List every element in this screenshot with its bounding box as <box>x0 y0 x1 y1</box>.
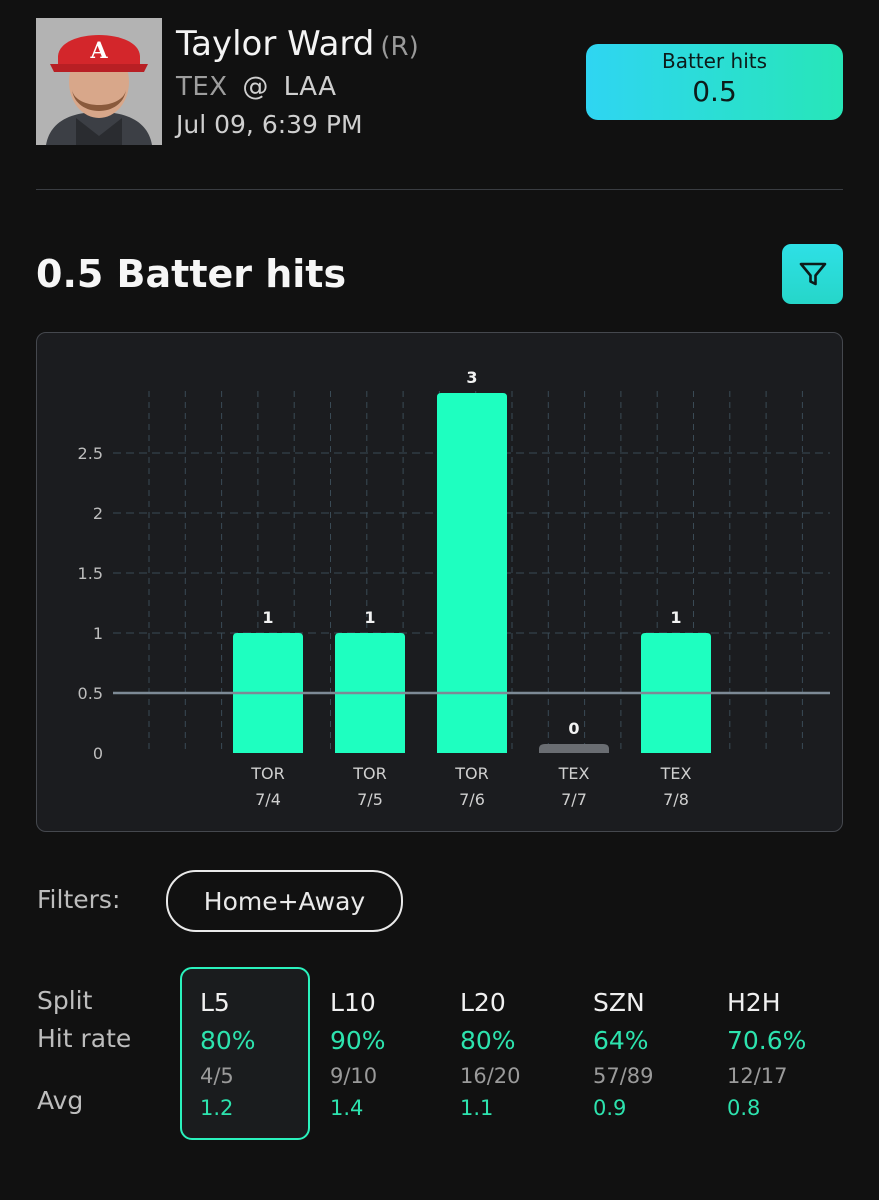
player-headshot-icon: A <box>36 18 162 145</box>
x-tick-date-label: 7/7 <box>561 790 587 809</box>
svg-text:A: A <box>89 38 108 64</box>
bar <box>437 393 507 753</box>
split-fraction: 4/5 <box>200 1064 234 1088</box>
x-tick-team-label: TOR <box>454 764 488 783</box>
funnel-icon <box>799 262 826 286</box>
split-hit-rate: 80% <box>460 1026 516 1055</box>
x-tick-team-label: TEX <box>660 764 692 783</box>
avg-row-label: Avg <box>37 1086 84 1115</box>
split-hit-rate: 64% <box>593 1026 649 1055</box>
bar-zero <box>539 744 609 753</box>
y-tick-label: 0.5 <box>78 684 103 703</box>
x-tick-team-label: TOR <box>352 764 386 783</box>
x-tick-date-label: 7/6 <box>459 790 485 809</box>
matchup: TEX @ LAA <box>176 72 337 102</box>
home-away-filter-pill[interactable]: Home+Away <box>166 870 403 932</box>
y-tick-label: 1 <box>93 624 103 643</box>
x-tick-date-label: 7/5 <box>357 790 383 809</box>
at-symbol: @ <box>242 72 269 102</box>
y-tick-label: 2 <box>93 504 103 523</box>
bar-chart: 0 0.5 1 1.5 2 2.5 1 TOR 7/4 1 TOR 7/5 3 TOR 7/6 0 TEX 7/7… <box>78 368 830 809</box>
split-hit-rate: 90% <box>330 1026 386 1055</box>
player-name: Taylor Ward (R) <box>176 24 419 64</box>
prop-badge[interactable]: Batter hits 0.5 <box>586 44 843 120</box>
x-tick-date-label: 7/4 <box>255 790 281 809</box>
split-name: SZN <box>593 988 645 1017</box>
home-team: LAA <box>283 72 337 102</box>
hit-rate-row-label: Hit rate <box>37 1024 132 1053</box>
bar-value-label: 1 <box>262 608 273 627</box>
game-time: Jul 09, 6:39 PM <box>176 110 363 139</box>
x-tick-date-label: 7/8 <box>663 790 689 809</box>
batting-hand: (R) <box>380 32 419 62</box>
chart-card: 0 0.5 1 1.5 2 2.5 1 TOR 7/4 1 TOR 7/5 3 TOR 7/6 0 TEX 7/7… <box>36 332 843 832</box>
split-name: L10 <box>330 988 376 1017</box>
y-tick-label: 2.5 <box>78 444 103 463</box>
prop-label: Batter hits <box>661 49 768 73</box>
bar-value-label: 3 <box>466 368 477 387</box>
split-hit-rate: 80% <box>200 1026 256 1055</box>
split-fraction: 16/20 <box>460 1064 521 1088</box>
split-fraction: 9/10 <box>330 1064 378 1088</box>
y-tick-label: 1.5 <box>78 564 103 583</box>
x-tick-team-label: TOR <box>250 764 284 783</box>
player-avatar: A <box>36 18 162 145</box>
bar-value-label: 0 <box>568 719 579 738</box>
split-row-label: Split <box>37 986 93 1015</box>
selected-split-highlight[interactable] <box>180 967 310 1140</box>
filter-button[interactable] <box>782 244 843 304</box>
split-hit-rate: 70.6% <box>727 1026 807 1055</box>
prop-line: 0.5 <box>692 75 737 108</box>
bar-value-label: 1 <box>670 608 681 627</box>
split-avg: 1.2 <box>200 1096 234 1120</box>
x-tick-team-label: TEX <box>558 764 590 783</box>
split-name: L20 <box>460 988 506 1017</box>
split-name: H2H <box>727 988 781 1017</box>
split-avg: 1.1 <box>460 1096 494 1120</box>
away-team: TEX <box>176 72 228 102</box>
y-tick-label: 0 <box>93 744 103 763</box>
split-name: L5 <box>200 988 230 1017</box>
bar-value-label: 1 <box>364 608 375 627</box>
split-avg: 0.9 <box>593 1096 627 1120</box>
player-name-text: Taylor Ward <box>176 24 375 64</box>
split-avg: 1.4 <box>330 1096 364 1120</box>
split-avg: 0.8 <box>727 1096 761 1120</box>
section-title: 0.5 Batter hits <box>36 252 347 296</box>
filters-label: Filters: <box>37 885 121 914</box>
header-divider <box>36 189 843 190</box>
split-fraction: 12/17 <box>727 1064 788 1088</box>
split-fraction: 57/89 <box>593 1064 654 1088</box>
